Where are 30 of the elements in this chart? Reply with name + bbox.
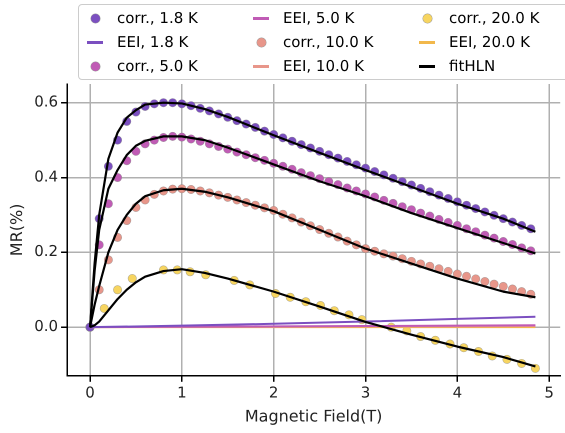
y-axis-title: MR(%)	[6, 204, 26, 256]
legend-label: EEI, 5.0 K	[283, 9, 354, 27]
x-tick-label: 3	[360, 384, 370, 402]
legend-label: fitHLN	[449, 57, 496, 75]
x-tick-label: 0	[85, 384, 95, 402]
y-tick-label: 0.4	[34, 167, 58, 186]
x-tick-label: 5	[544, 384, 554, 402]
legend-label: EEI, 1.8 K	[117, 33, 188, 51]
legend-label: corr., 10.0 K	[283, 33, 374, 51]
legend-label: EEI, 20.0 K	[449, 33, 530, 51]
point	[113, 285, 122, 294]
point	[490, 280, 499, 289]
legend-label: corr., 5.0 K	[117, 57, 198, 75]
y-tick-label: 0.6	[34, 92, 58, 111]
y-tick-label: 0.2	[34, 242, 58, 260]
x-tick-label: 2	[268, 384, 278, 402]
point	[452, 270, 462, 279]
legend-label: EEI, 10.0 K	[283, 57, 364, 75]
point	[498, 282, 508, 291]
legend-label: corr., 20.0 K	[449, 9, 540, 27]
x-tick-label: 1	[177, 384, 187, 402]
point	[100, 304, 109, 313]
point	[471, 274, 480, 284]
point	[480, 277, 490, 286]
y-tick-label: 0.0	[34, 317, 58, 336]
x-axis-title: Magnetic Field(T)	[244, 406, 382, 426]
x-tick-label: 4	[452, 384, 462, 402]
legend-label: corr., 1.8 K	[117, 9, 198, 27]
point	[128, 274, 137, 284]
point	[462, 272, 472, 281]
